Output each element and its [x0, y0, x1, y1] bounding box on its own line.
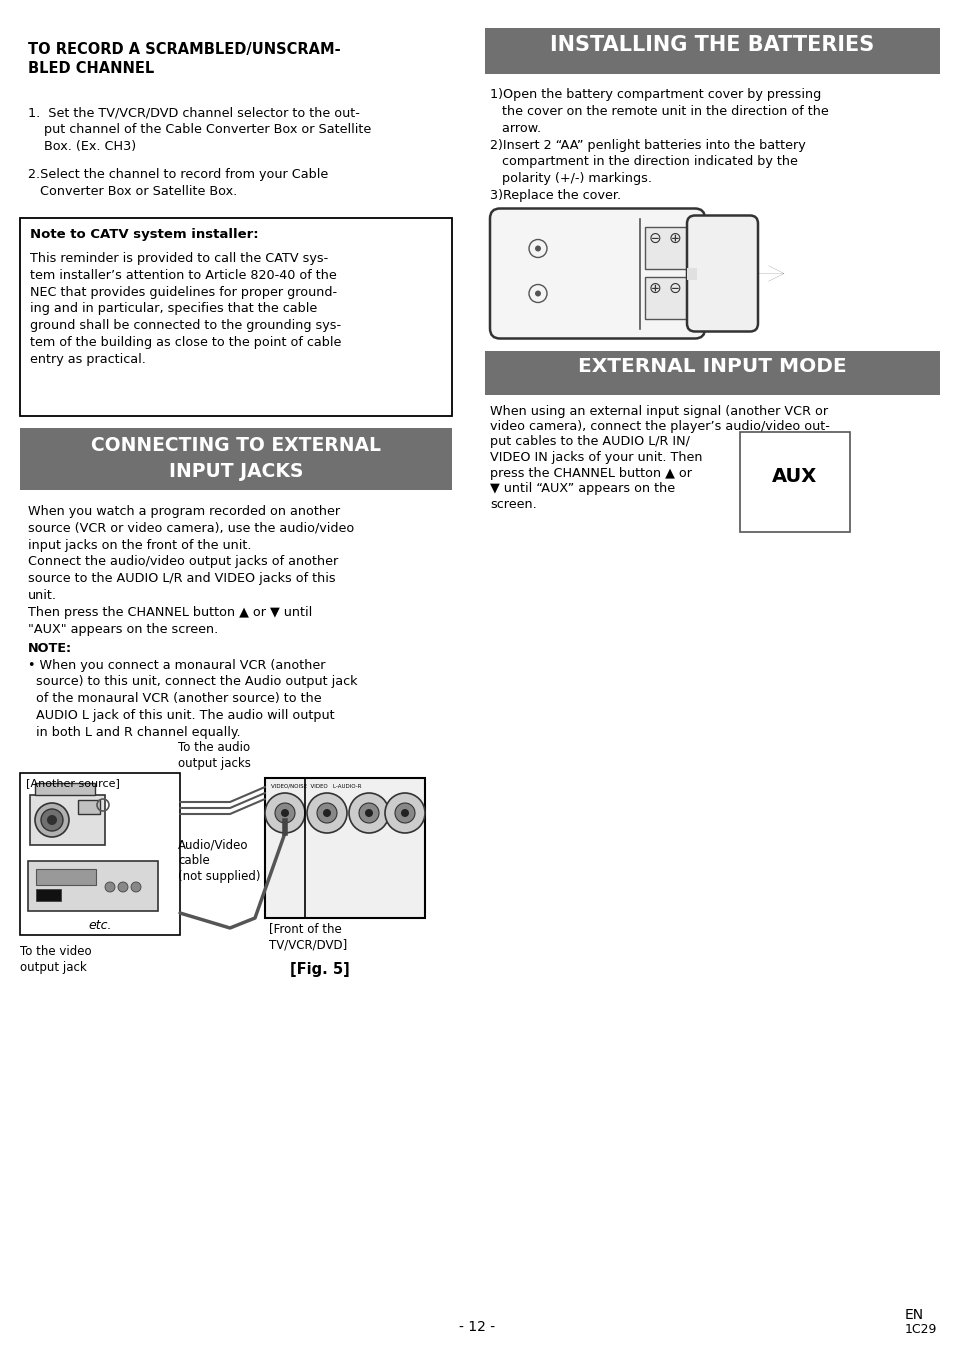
Text: AUX: AUX: [772, 466, 817, 487]
Circle shape: [395, 803, 415, 824]
Text: NOTE:: NOTE:: [28, 642, 72, 655]
Circle shape: [41, 809, 63, 830]
Bar: [484, 350, 939, 395]
Text: video camera), connect the player’s audio/video out-: video camera), connect the player’s audi…: [490, 421, 829, 433]
Text: [Another source]: [Another source]: [26, 778, 120, 789]
Circle shape: [400, 809, 409, 817]
Text: ⊕: ⊕: [648, 280, 660, 295]
Bar: [35, 783, 95, 795]
Text: When using an external input signal (another VCR or: When using an external input signal (ano…: [490, 404, 827, 418]
Text: 3)Replace the cover.: 3)Replace the cover.: [490, 189, 620, 202]
FancyBboxPatch shape: [686, 216, 758, 332]
Text: etc.: etc.: [89, 919, 112, 931]
Text: - 12 -: - 12 -: [458, 1320, 495, 1335]
Text: EN: EN: [904, 1308, 923, 1322]
Text: VIDEO/NOISE  VIDEO   L-AUDIO-R: VIDEO/NOISE VIDEO L-AUDIO-R: [271, 785, 361, 789]
Text: Audio/Video
cable
(not supplied): Audio/Video cable (not supplied): [178, 838, 260, 883]
Circle shape: [307, 793, 347, 833]
Text: INSTALLING THE BATTERIES: INSTALLING THE BATTERIES: [550, 35, 874, 55]
Text: Note to CATV system installer:: Note to CATV system installer:: [30, 228, 258, 241]
Text: [Front of the
TV/VCR/DVD]: [Front of the TV/VCR/DVD]: [269, 922, 347, 950]
FancyBboxPatch shape: [490, 209, 704, 338]
Text: Connect the audio/video output jacks of another
source to the AUDIO L/R and VIDE: Connect the audio/video output jacks of …: [28, 555, 338, 603]
Circle shape: [281, 809, 289, 817]
Circle shape: [358, 803, 378, 824]
Circle shape: [365, 809, 373, 817]
Text: press the CHANNEL button ▲ or: press the CHANNEL button ▲ or: [490, 466, 691, 480]
Circle shape: [349, 793, 389, 833]
Bar: [30, 795, 105, 845]
Circle shape: [105, 882, 115, 892]
Circle shape: [118, 882, 128, 892]
Text: ⊖: ⊖: [648, 231, 660, 245]
Bar: [20, 772, 180, 936]
Bar: [78, 799, 100, 814]
Text: 1.  Set the TV/VCR/DVD channel selector to the out-
    put channel of the Cable: 1. Set the TV/VCR/DVD channel selector t…: [28, 106, 371, 152]
Text: 1C29: 1C29: [904, 1322, 937, 1336]
Bar: [686, 267, 697, 279]
Circle shape: [535, 245, 540, 252]
Circle shape: [385, 793, 424, 833]
Circle shape: [274, 803, 294, 824]
Bar: [740, 431, 849, 531]
Bar: [36, 888, 61, 900]
Text: screen.: screen.: [490, 497, 537, 511]
Circle shape: [131, 882, 141, 892]
Text: Then press the CHANNEL button ▲ or ▼ until
"AUX" appears on the screen.: Then press the CHANNEL button ▲ or ▼ unt…: [28, 607, 312, 636]
Text: TO RECORD A SCRAMBLED/UNSCRAM-
BLED CHANNEL: TO RECORD A SCRAMBLED/UNSCRAM- BLED CHAN…: [28, 42, 340, 77]
Text: 2)Insert 2 “AA” penlight batteries into the battery
   compartment in the direct: 2)Insert 2 “AA” penlight batteries into …: [490, 139, 805, 185]
Text: To the video
output jack: To the video output jack: [20, 945, 91, 975]
Circle shape: [35, 803, 69, 837]
Text: To the audio
output jacks: To the audio output jacks: [178, 741, 251, 770]
Text: 1)Open the battery compartment cover by pressing
   the cover on the remote unit: 1)Open the battery compartment cover by …: [490, 88, 828, 135]
Bar: [644, 226, 686, 268]
Text: ▼ until “AUX” appears on the: ▼ until “AUX” appears on the: [490, 483, 675, 495]
Text: • When you connect a monaural VCR (another
  source) to this unit, connect the A: • When you connect a monaural VCR (anoth…: [28, 659, 357, 739]
Text: When you watch a program recorded on another
source (VCR or video camera), use t: When you watch a program recorded on ano…: [28, 506, 354, 551]
Bar: [484, 28, 939, 74]
Bar: [20, 218, 452, 417]
Bar: [644, 276, 686, 318]
Bar: [265, 778, 424, 918]
Circle shape: [535, 291, 540, 297]
Text: EXTERNAL INPUT MODE: EXTERNAL INPUT MODE: [578, 357, 845, 376]
Text: 2.Select the channel to record from your Cable
   Converter Box or Satellite Box: 2.Select the channel to record from your…: [28, 168, 328, 198]
Circle shape: [47, 816, 57, 825]
Text: ⊕: ⊕: [668, 231, 680, 245]
Circle shape: [323, 809, 331, 817]
Text: VIDEO IN jacks of your unit. Then: VIDEO IN jacks of your unit. Then: [490, 452, 701, 464]
Text: ⊖: ⊖: [668, 280, 680, 295]
Circle shape: [265, 793, 305, 833]
Text: INPUT JACKS: INPUT JACKS: [169, 462, 303, 481]
Bar: [28, 861, 158, 911]
Text: CONNECTING TO EXTERNAL: CONNECTING TO EXTERNAL: [91, 435, 380, 456]
Bar: [20, 429, 452, 491]
Bar: [36, 869, 96, 886]
Text: This reminder is provided to call the CATV sys-
tem installer’s attention to Art: This reminder is provided to call the CA…: [30, 252, 341, 365]
Text: put cables to the AUDIO L/R IN/: put cables to the AUDIO L/R IN/: [490, 435, 689, 449]
Circle shape: [316, 803, 336, 824]
Text: [Fig. 5]: [Fig. 5]: [290, 962, 350, 977]
